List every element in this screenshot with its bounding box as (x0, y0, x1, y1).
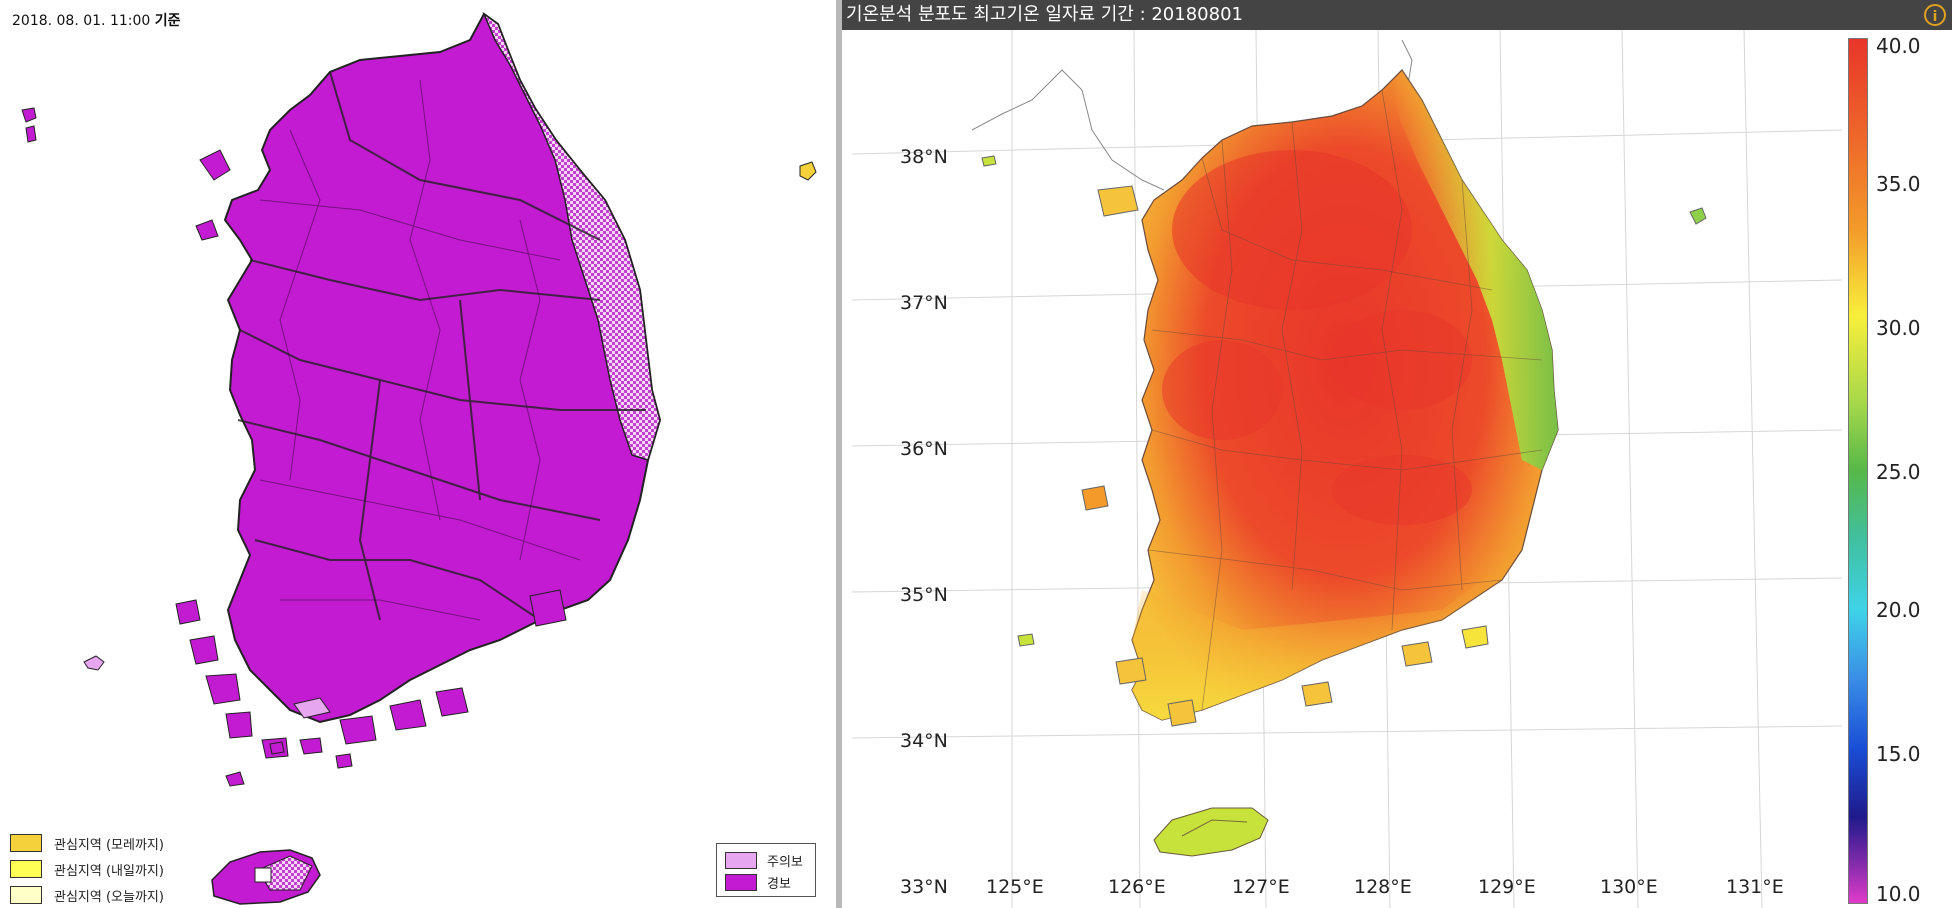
hot-core-south (1332, 455, 1472, 525)
lon-label: 129°E (1478, 876, 1536, 898)
south-coast-warm-zone (1132, 550, 1522, 720)
colorbar-tick: 20.0 (1876, 598, 1921, 622)
alert-map-panel: 2018. 08. 01. 11:00 기준 (0, 0, 836, 908)
lon-label: 130°E (1600, 876, 1658, 898)
legend-label: 관심지역 (모레까지) (54, 837, 164, 853)
legend-swatch (10, 860, 42, 878)
lon-label: 126°E (1108, 876, 1166, 898)
legend-swatch (10, 886, 42, 904)
colorbar-tick: 15.0 (1876, 742, 1921, 766)
legend-label: 관심지역 (오늘까지) (54, 889, 164, 905)
legend-advisory-label: 주의보 (767, 854, 803, 870)
lon-label: 131°E (1726, 876, 1784, 898)
lon-label: 125°E (986, 876, 1044, 898)
alert-legend: 주의보 경보 (716, 843, 816, 897)
warning-swatch (725, 873, 757, 891)
lat-label: 34°N (900, 730, 948, 752)
hot-core-west (1162, 340, 1282, 440)
temperature-map-svg (851, 30, 1842, 908)
title-bar: 기온분석 분포도 최고기온 일자료 기간 : 20180801 i (842, 0, 1952, 30)
lat-label: 36°N (900, 438, 948, 460)
north-coastline (971, 69, 1165, 191)
hot-core-east (1332, 310, 1472, 410)
lat-label: 33°N (900, 876, 948, 898)
east-coast-advisory (482, 11, 661, 461)
panel-divider (836, 0, 842, 908)
district-lines (1147, 89, 1543, 711)
lon-label: 127°E (1232, 876, 1290, 898)
temperature-map-panel: 기온분석 분포도 최고기온 일자료 기간 : 20180801 i (842, 0, 1952, 908)
map-title: 기온분석 분포도 최고기온 일자료 기간 : 20180801 (846, 4, 1243, 25)
temperature-map: 38°N 37°N 36°N 35°N 34°N 33°N 125°E 126°… (842, 30, 1842, 908)
alert-map (21, 11, 817, 905)
lat-label: 35°N (900, 584, 948, 606)
legend-interest-row: 관심지역 (오늘까지) (10, 882, 164, 908)
colorbar-tick: 35.0 (1876, 172, 1921, 196)
legend-warning-row: 경보 (725, 871, 815, 893)
hot-core-north (1172, 150, 1412, 310)
colorbar-tick: 25.0 (1876, 460, 1921, 484)
legend-advisory-row: 주의보 (725, 849, 815, 871)
korea-peninsula-warning (223, 12, 662, 724)
lat-label: 38°N (900, 146, 948, 168)
timestamp-suffix: 기준 (154, 13, 181, 29)
east-coast-cool-zone (1392, 70, 1558, 470)
timestamp-value: 2018. 08. 01. 11:00 (12, 13, 151, 29)
legend-swatch (10, 834, 42, 852)
colorbar-tick: 10.0 (1876, 882, 1921, 906)
timestamp: 2018. 08. 01. 11:00 기준 (12, 10, 181, 30)
colorbar-tick: 40.0 (1876, 34, 1921, 58)
interest-legend: 관심지역 (모레까지) 관심지역 (내일까지) 관심지역 (오늘까지) (10, 830, 164, 908)
ulleungdo-temp (1689, 207, 1707, 225)
jeju-island-temp (1153, 807, 1269, 857)
colorbar-tick: 30.0 (1876, 316, 1921, 340)
colorbar (1848, 38, 1868, 904)
baengnyeongdo-island (21, 107, 37, 143)
legend-warning-label: 경보 (767, 876, 791, 892)
lon-label: 128°E (1354, 876, 1412, 898)
ulleungdo-island (799, 161, 817, 181)
legend-interest-row: 관심지역 (내일까지) (10, 856, 164, 882)
advisory-swatch (725, 851, 757, 869)
legend-interest-row: 관심지역 (모레까지) (10, 830, 164, 856)
legend-label: 관심지역 (내일까지) (54, 863, 164, 879)
lat-label: 37°N (900, 292, 948, 314)
info-icon[interactable]: i (1924, 4, 1946, 26)
